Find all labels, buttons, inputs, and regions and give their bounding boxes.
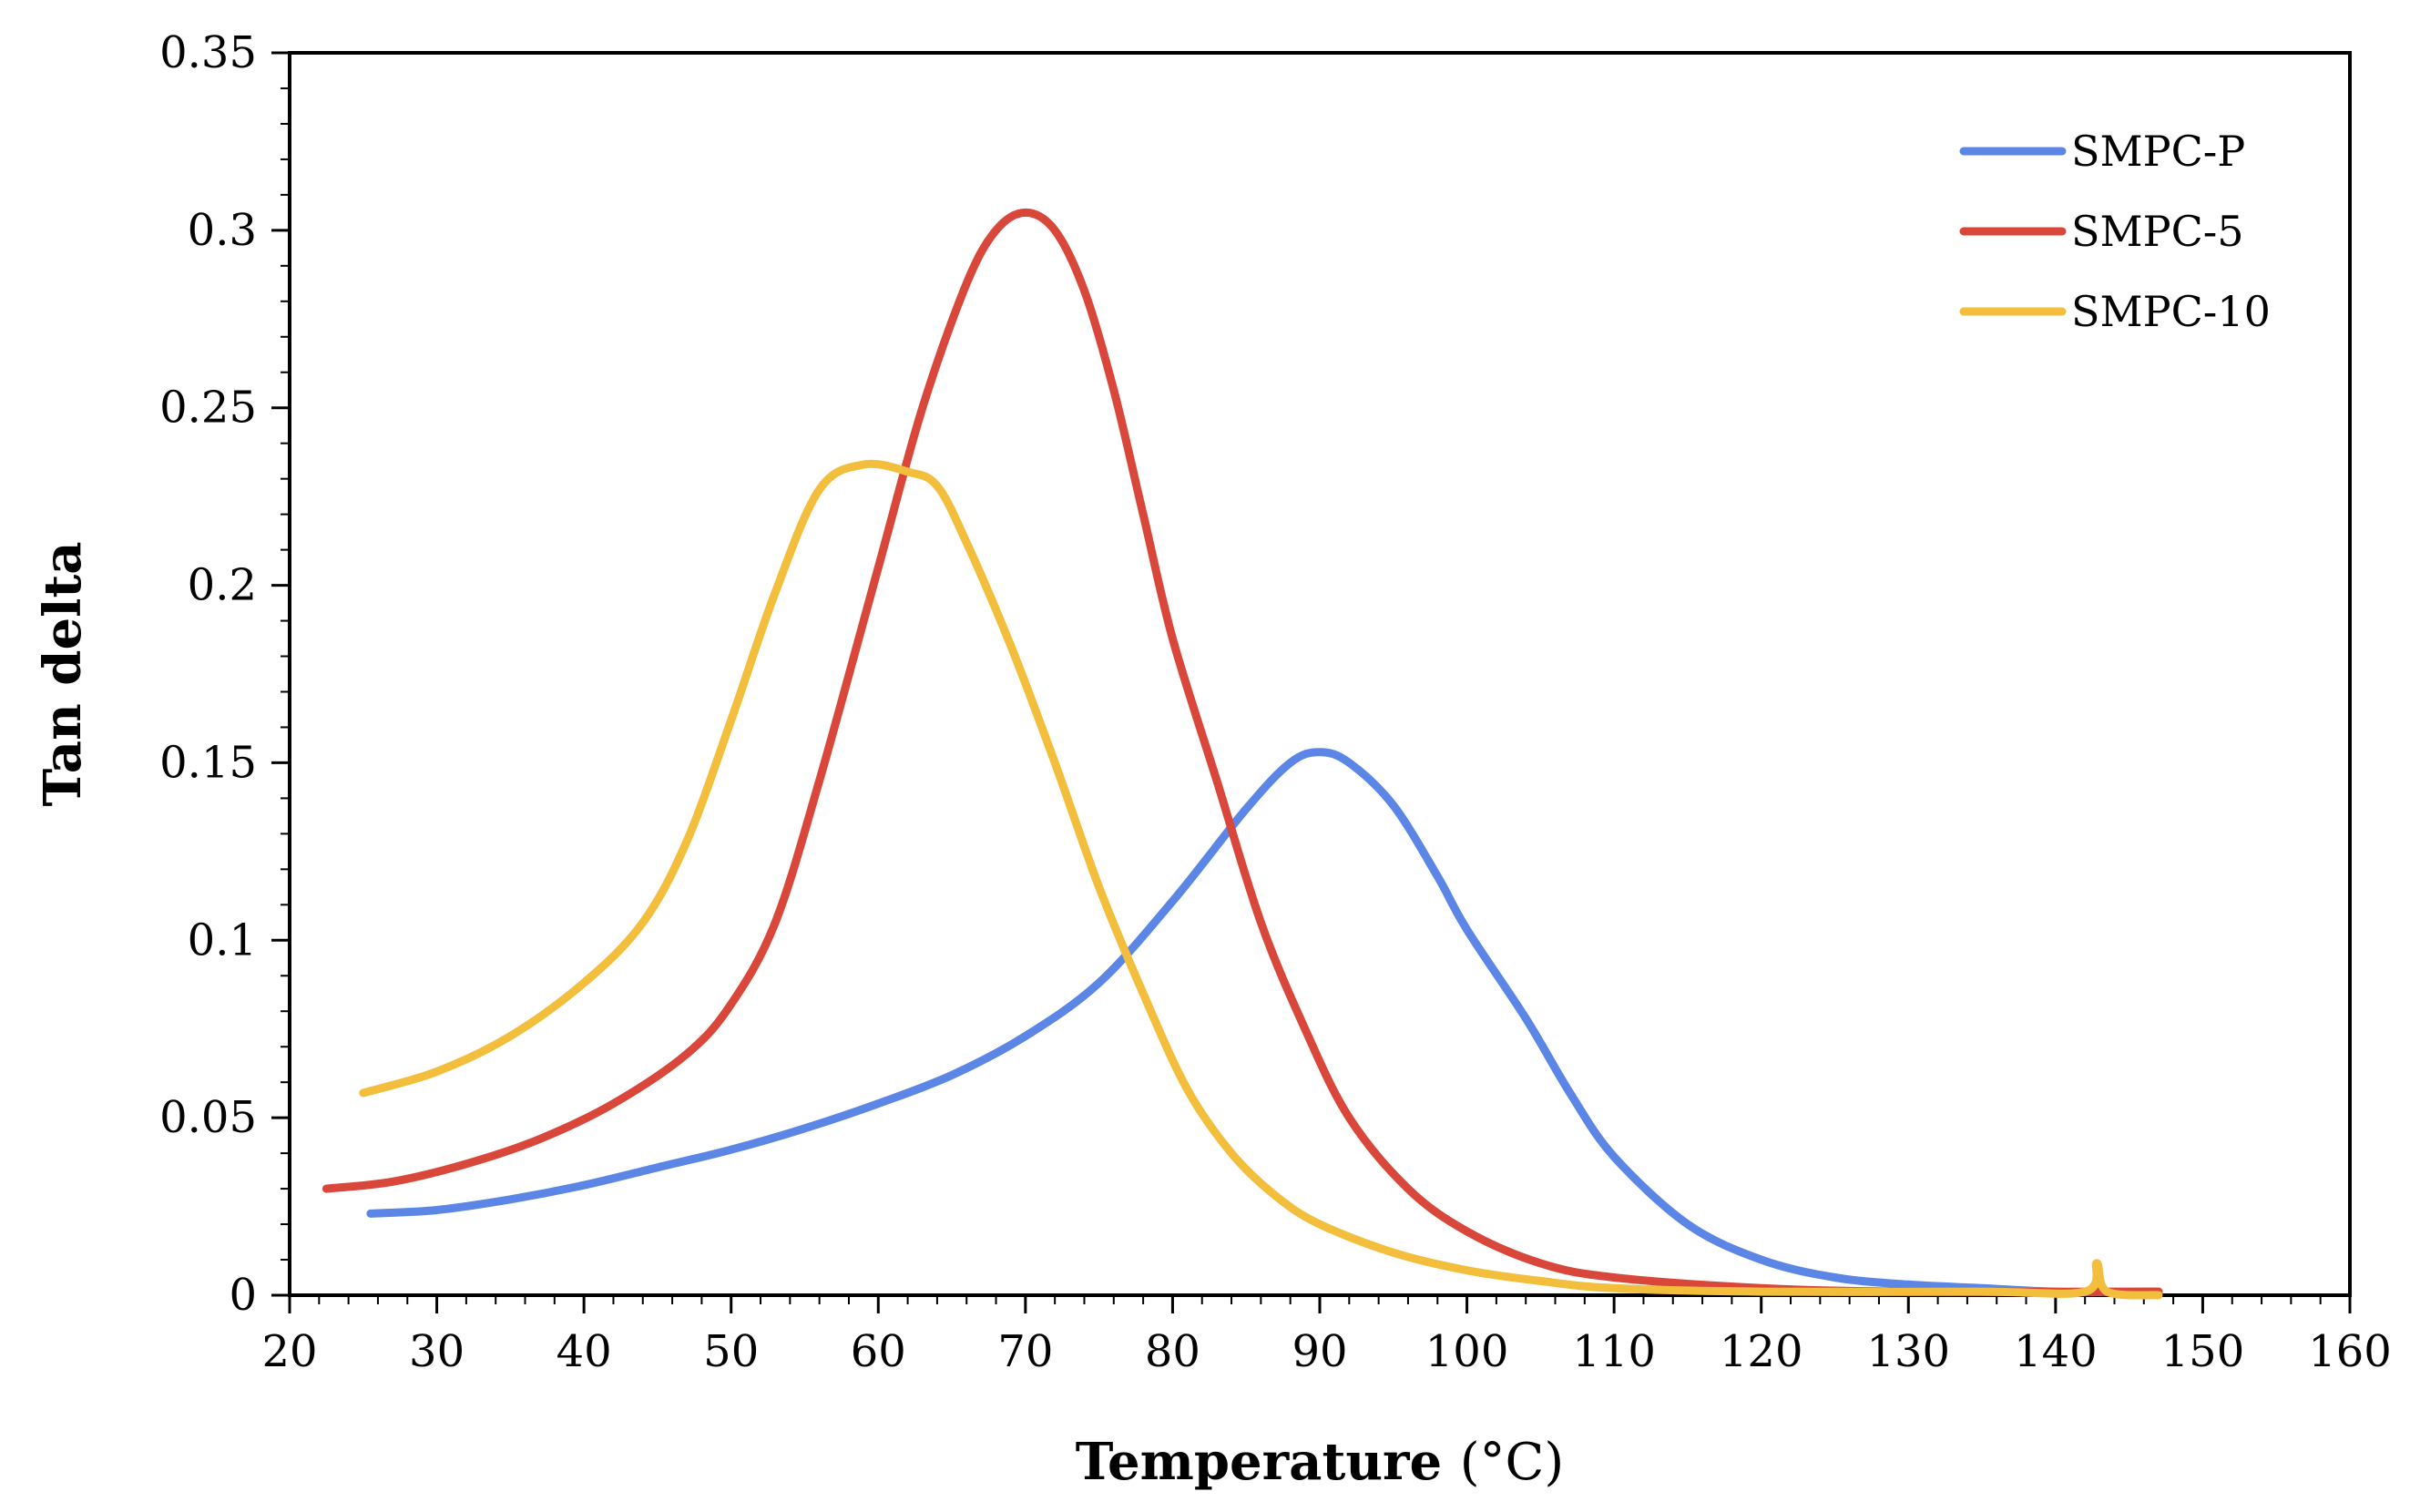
x-tick-label: 80 — [1145, 1326, 1200, 1377]
x-tick-label: 160 — [2308, 1326, 2392, 1377]
y-axis: 0 0.05 0.1 0.15 0.2 0.25 0.3 0.35 — [159, 27, 290, 1321]
series-line-smpc-5 — [322, 208, 2163, 1296]
x-axis-title-text: Temperature — [1076, 1432, 1442, 1492]
series-line-smpc-10 — [359, 459, 2163, 1300]
x-axis: 20 30 40 50 60 70 80 90 100 110 120 130 140 150 160 — [261, 1295, 2392, 1377]
y-tick-label: 0.25 — [159, 383, 257, 434]
x-tick-label: 70 — [997, 1326, 1053, 1377]
x-tick-label: 60 — [851, 1326, 906, 1377]
legend: SMPC-P SMPC-5 SMPC-10 — [1959, 127, 2271, 336]
y-tick-label: 0.2 — [188, 560, 257, 611]
x-axis-title: Temperature (°C) — [1076, 1432, 1564, 1492]
x-tick-label: 140 — [2014, 1326, 2098, 1377]
x-tick-label: 150 — [2161, 1326, 2245, 1377]
legend-label-smpc-10: SMPC-10 — [2071, 287, 2271, 336]
x-tick-label: 40 — [557, 1326, 612, 1377]
y-tick-label: 0.1 — [188, 914, 257, 965]
x-tick-label: 100 — [1425, 1326, 1509, 1377]
x-tick-label: 30 — [409, 1326, 465, 1377]
x-tick-label: 90 — [1292, 1326, 1347, 1377]
x-tick-label: 50 — [703, 1326, 759, 1377]
y-tick-label: 0.05 — [159, 1092, 257, 1143]
series-line-smpc-p — [366, 748, 2163, 1296]
x-tick-label: 130 — [1866, 1326, 1950, 1377]
y-tick-label: 0.15 — [159, 737, 257, 788]
y-tick-label: 0.35 — [159, 27, 257, 78]
y-tick-label: 0 — [229, 1270, 257, 1321]
x-tick-label: 20 — [261, 1326, 317, 1377]
legend-label-smpc-p: SMPC-P — [2071, 127, 2245, 176]
series-layer — [322, 208, 2163, 1300]
x-tick-label: 110 — [1572, 1326, 1656, 1377]
legend-label-smpc-5: SMPC-5 — [2071, 207, 2244, 256]
y-axis-title: Tan delta — [33, 541, 93, 806]
x-axis-title-unit: (°C) — [1460, 1433, 1565, 1492]
x-tick-label: 120 — [1720, 1326, 1803, 1377]
y-tick-label: 0.3 — [188, 205, 257, 256]
